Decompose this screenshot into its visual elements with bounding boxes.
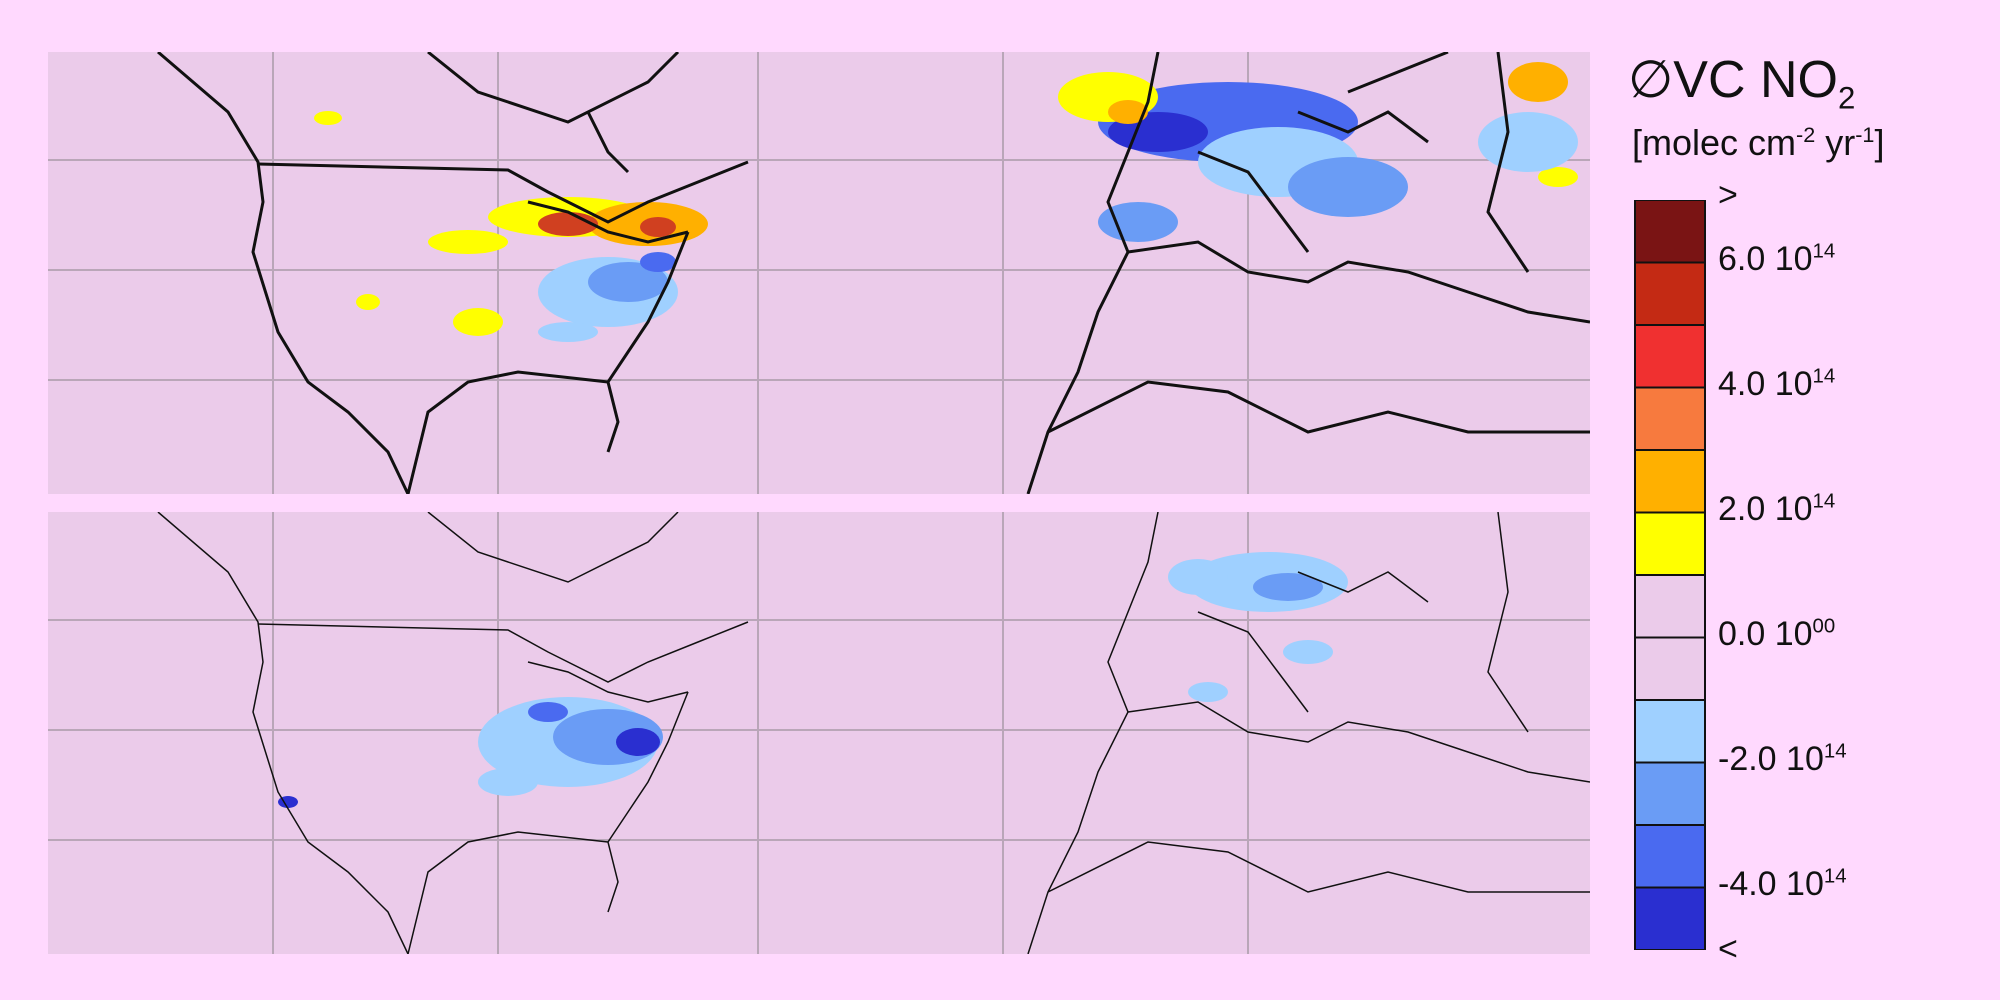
legend-under-label: < [1718,930,1738,968]
legend-tick-5: -4.0 1014 [1718,865,1847,903]
legend-title-symbol: ∅ [1628,51,1674,109]
colorbar-swatch [1634,824,1706,889]
colorbar-swatch [1634,574,1706,639]
colorbar [1634,200,1706,950]
legend-tick-4: -2.0 1014 [1718,740,1847,778]
legend-units-mid: yr [1815,122,1856,163]
legend-title-sub: 2 [1837,80,1856,116]
legend-units: [molec cm-2 yr-1] [1632,122,1884,164]
colorbar-swatch [1634,386,1706,451]
colorbar-swatch [1634,886,1706,950]
colorbar-swatch [1634,636,1706,701]
legend-title: ∅VC NO2 [1628,50,1855,116]
legend-units-exp2: -1 [1855,122,1875,147]
colorbar-swatch [1634,200,1706,264]
legend-units-prefix: [molec cm [1632,122,1797,163]
colorbar-swatch [1634,699,1706,764]
legend-over-label: > [1718,176,1738,214]
legend-tick-2: 2.0 1014 [1718,490,1836,528]
colorbar-swatch [1634,449,1706,514]
anomaly-europe-bottom [1168,552,1348,702]
legend-tick-3: 0.0 1000 [1718,615,1836,653]
colorbar-swatch [1634,761,1706,826]
anomaly-europe-top [1058,62,1578,242]
coastlines-top [157,52,1590,494]
legend-units-suffix: ] [1874,122,1885,163]
legend-tick-0: 6.0 1014 [1718,240,1836,278]
map-panel-bottom [48,512,1590,954]
map-panel-top [48,52,1590,494]
map-bottom-svg [48,512,1590,954]
coastlines-bottom [157,512,1590,954]
colorbar-swatch [1634,261,1706,326]
legend-units-exp1: -2 [1796,122,1816,147]
legend-tick-1: 4.0 1014 [1718,365,1836,403]
colorbar-swatch [1634,511,1706,576]
map-top-svg [48,52,1590,494]
legend-title-main: VC NO [1673,51,1838,109]
anomaly-north-america-bottom [278,697,663,808]
colorbar-swatch [1634,324,1706,389]
